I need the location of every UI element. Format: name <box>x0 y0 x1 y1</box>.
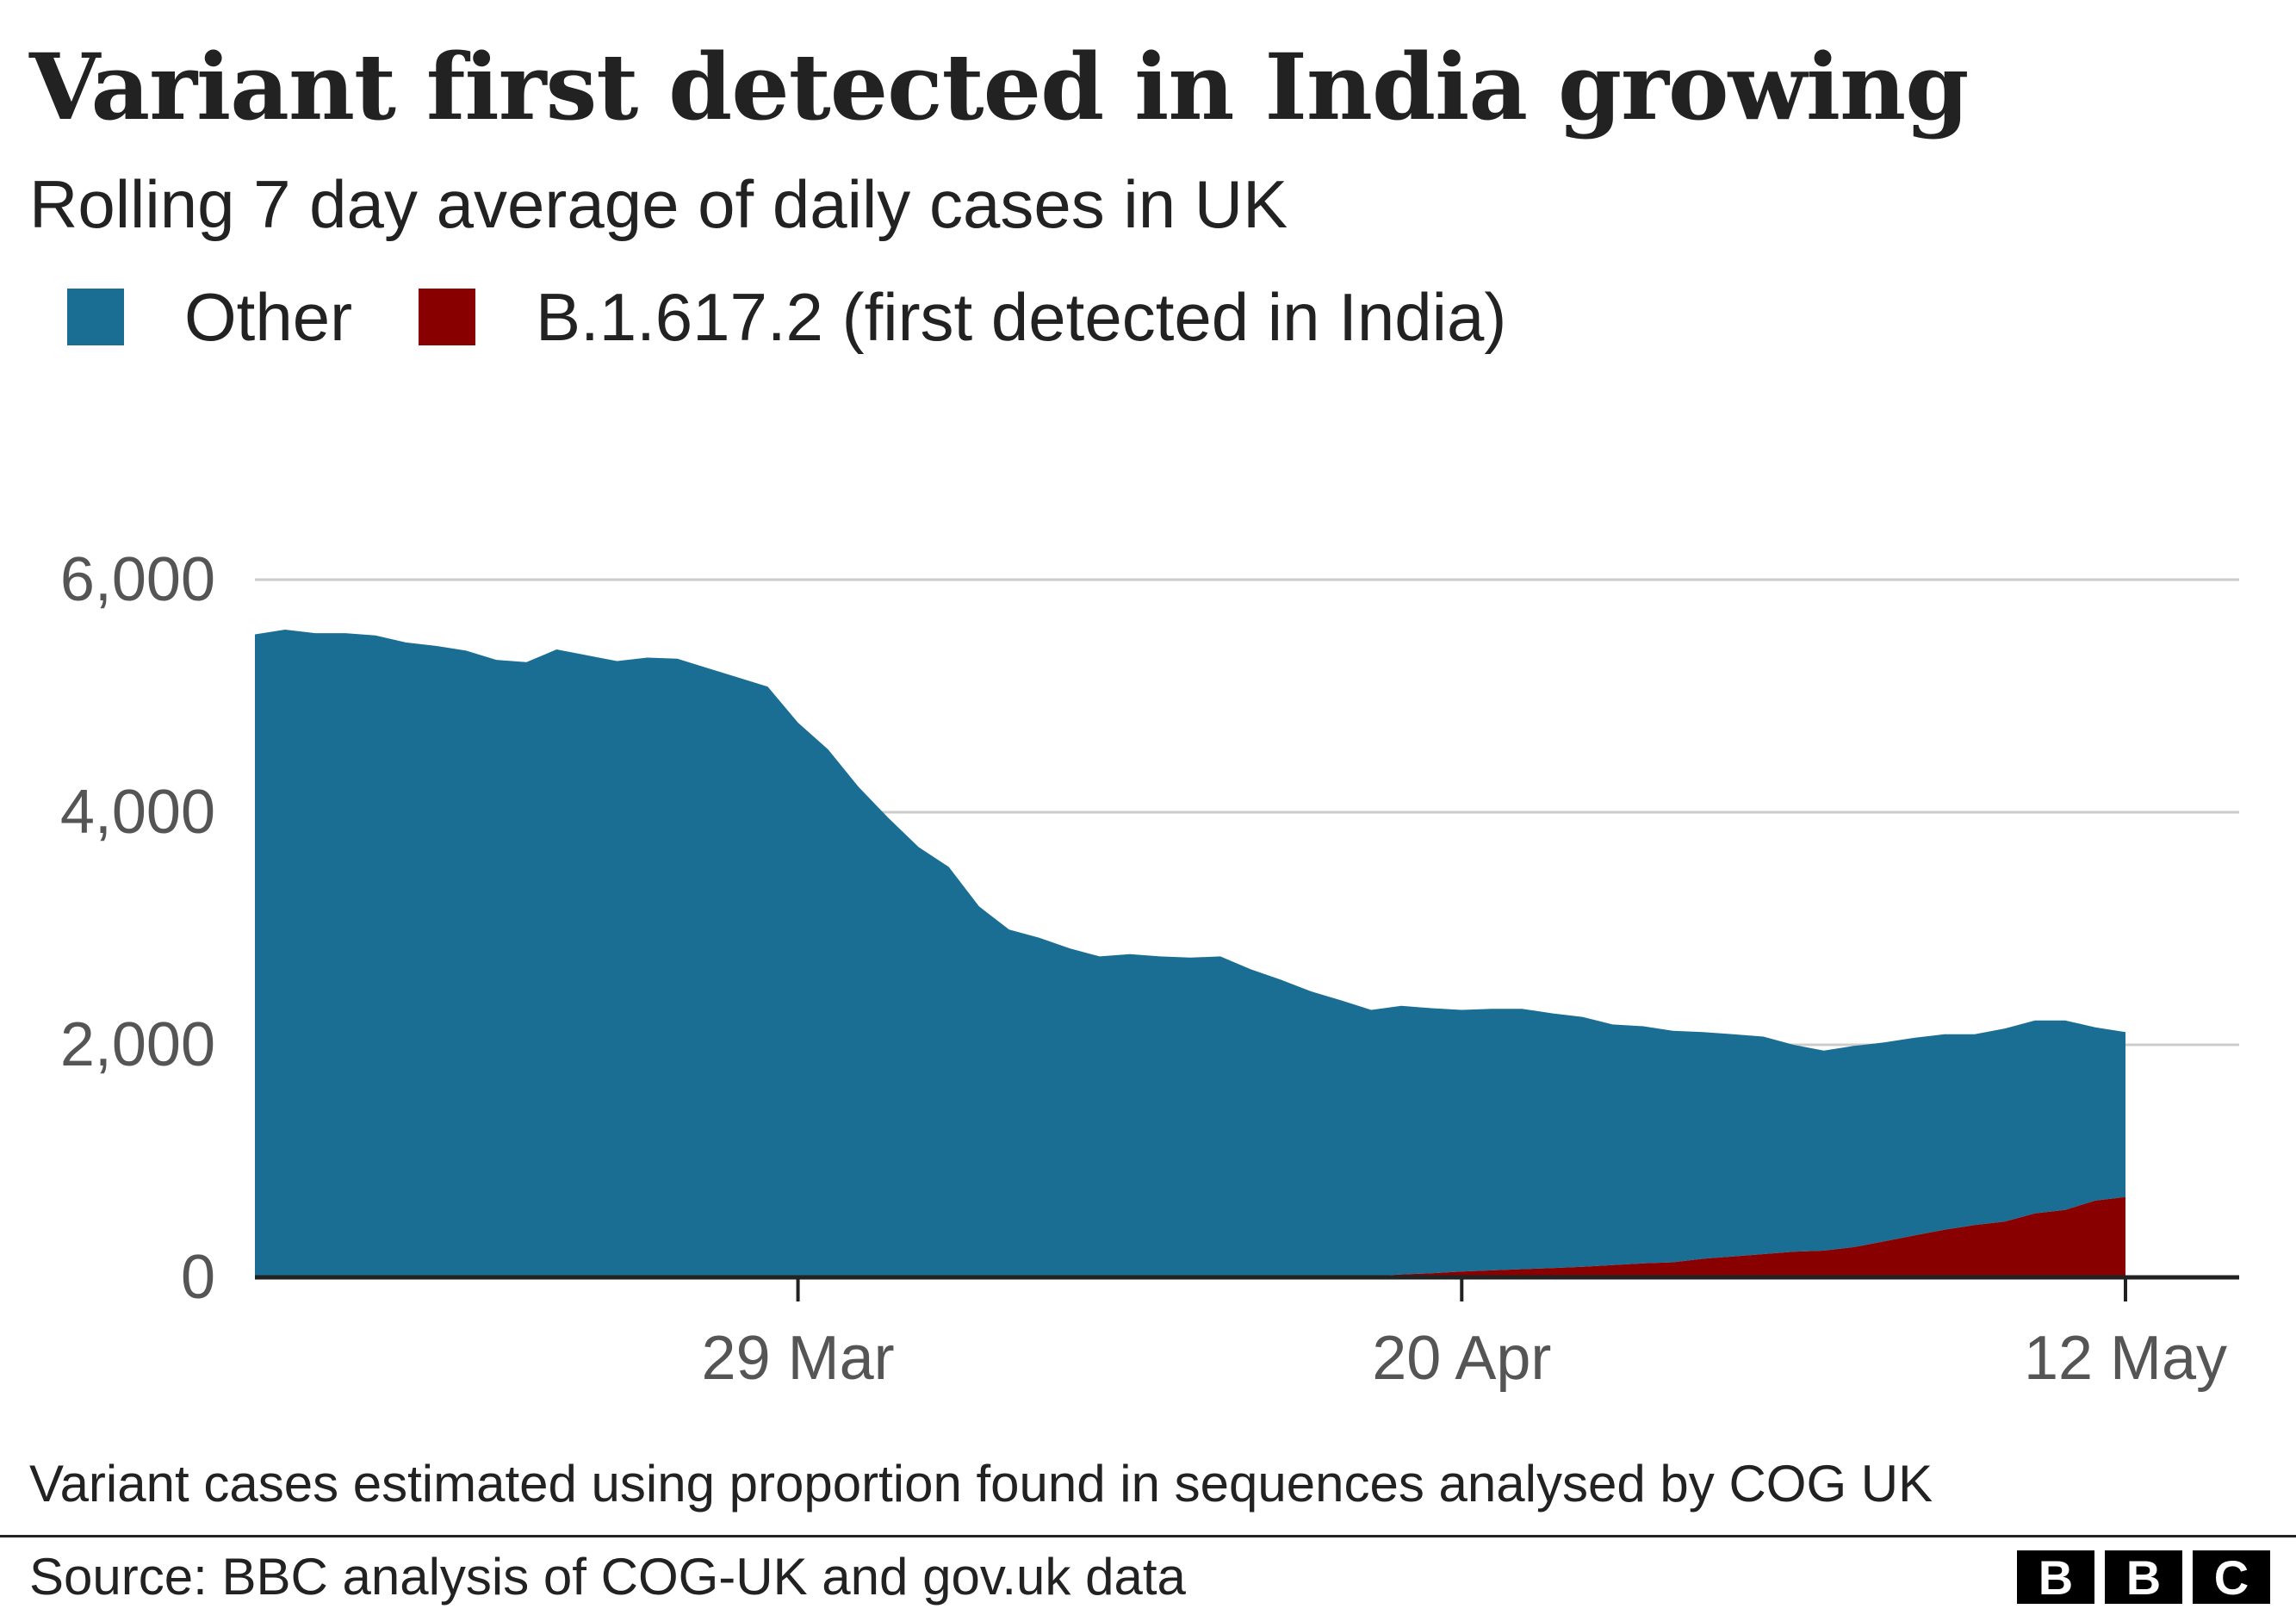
footer-divider <box>0 1535 2296 1537</box>
legend-swatch-variant <box>419 289 475 345</box>
bbc-logo-letter: B <box>2105 1550 2182 1605</box>
y-tick-label: 2,000 <box>60 1010 215 1079</box>
source-text: Source: BBC analysis of COG-UK and gov.u… <box>29 1548 1186 1606</box>
series-area-variant <box>255 1196 2125 1277</box>
legend-item-other: Other <box>67 274 352 360</box>
x-tick-label: 29 Mar <box>702 1324 895 1393</box>
bbc-logo-letter: B <box>2017 1550 2094 1605</box>
legend-swatch-other <box>67 289 124 345</box>
legend-label-variant: B.1.617.2 (first detected in India) <box>536 278 1507 355</box>
series-area-other <box>255 630 2125 1277</box>
chart-note: Variant cases estimated using proportion… <box>29 1455 1933 1513</box>
x-tick-label: 20 Apr <box>1372 1324 1551 1393</box>
y-tick-label: 0 <box>181 1243 215 1312</box>
bbc-logo-letter: C <box>2193 1550 2270 1605</box>
y-tick-label: 4,000 <box>60 778 215 847</box>
bbc-logo: B B C <box>2017 1550 2270 1605</box>
x-tick-label: 12 May <box>2024 1324 2227 1393</box>
chart: 0 2,000 4,000 6,000 29 Mar 20 Apr 12 May <box>60 545 2239 1393</box>
chart-title: Variant first detected in India growing <box>29 33 1969 140</box>
y-tick-label: 6,000 <box>60 545 215 614</box>
legend-item-variant: B.1.617.2 (first detected in India) <box>419 274 1506 360</box>
legend-label-other: Other <box>184 278 353 355</box>
chart-subtitle: Rolling 7 day average of daily cases in … <box>29 166 1288 242</box>
